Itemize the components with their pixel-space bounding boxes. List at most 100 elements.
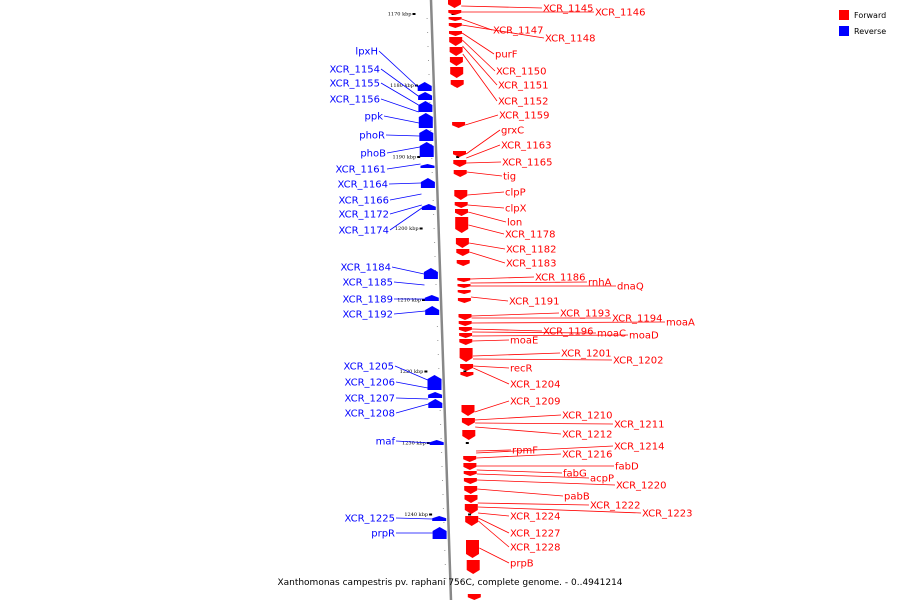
forward-leader-line (465, 129, 501, 155)
forward-gene-label: XCR_1201 (561, 349, 612, 360)
reverse-gene-arrow (418, 101, 433, 112)
forward-gene-arrow (459, 339, 473, 345)
forward-gene-label: clpP (505, 188, 526, 199)
forward-leader-line (476, 445, 614, 454)
forward-gene-label: XCR_1222 (590, 501, 641, 512)
reverse-leader-line (383, 115, 420, 124)
reverse-leader-line (393, 281, 425, 286)
forward-gene-arrow (449, 47, 463, 56)
forward-leader-line (478, 520, 510, 548)
reverse-gene-arrow (428, 392, 443, 398)
forward-gene-label: XCR_1216 (562, 450, 613, 461)
forward-leader-line (469, 242, 506, 250)
forward-gene-label: lon (507, 218, 522, 229)
forward-leader-line (472, 358, 613, 361)
backbone-dot (442, 494, 444, 495)
backbone-dot (435, 270, 436, 271)
forward-gene-arrow (455, 238, 469, 248)
reverse-gene-arrow (420, 178, 435, 188)
tick-mark-left (422, 299, 425, 301)
forward-gene-arrow (466, 540, 479, 558)
backbone-dot (434, 256, 436, 257)
forward-gene-label: XCR_1204 (510, 380, 561, 391)
forward-leader-line (477, 488, 564, 497)
reverse-leader-line (395, 381, 428, 389)
forward-leader-line (466, 171, 503, 177)
reverse-gene-label: XCR_1225 (344, 514, 395, 525)
reverse-leader-line (380, 82, 419, 106)
forward-gene-arrow (458, 314, 472, 320)
reverse-leader-line (388, 182, 422, 185)
forward-gene-arrow (449, 31, 462, 36)
forward-leader-line (475, 449, 512, 452)
legend-reverse-label: Reverse (854, 27, 886, 36)
backbone-dot (444, 550, 446, 551)
forward-gene-label: fabG (563, 469, 587, 480)
reverse-gene-label: lpxH (355, 47, 378, 58)
tick-label: 1180 kbp (390, 83, 414, 89)
forward-leader-line (475, 422, 614, 425)
forward-leader-line (477, 506, 642, 514)
forward-gene-label: purF (495, 50, 518, 61)
backbone-dot (440, 424, 442, 425)
reverse-leader-line (393, 310, 426, 315)
reverse-leader-line (380, 68, 419, 97)
reverse-gene-arrow (421, 204, 436, 210)
reverse-gene-label: XCR_1174 (338, 226, 389, 237)
tick-mark-left (429, 513, 433, 516)
forward-leader-line (476, 479, 616, 486)
reverse-gene-label: XCR_1208 (344, 409, 395, 420)
reverse-leader-line (389, 207, 423, 231)
forward-gene-arrow (450, 80, 464, 88)
reverse-leader-line (395, 403, 429, 414)
reverse-gene-label: XCR_1156 (329, 95, 380, 106)
forward-leader-line (478, 517, 510, 534)
forward-leader-line (477, 502, 590, 506)
forward-gene-label: XCR_1196 (543, 327, 594, 338)
reverse-gene-label: XCR_1164 (337, 180, 388, 191)
forward-gene-label: moaD (629, 331, 659, 342)
reverse-gene-arrow (420, 164, 435, 168)
backbone-dot (427, 32, 429, 33)
forward-gene-label: XCR_1148 (545, 34, 596, 45)
forward-gene-arrow (453, 160, 467, 167)
forward-gene-label: XCR_1194 (612, 314, 663, 325)
backbone-dot (435, 284, 437, 285)
forward-gene-label: XCR_1228 (510, 543, 561, 554)
reverse-leader-line (395, 397, 429, 400)
reverse-gene-label: XCR_1207 (344, 394, 395, 405)
backbone-dot (432, 200, 434, 201)
forward-gene-label: moaC (597, 329, 626, 340)
reverse-leader-line (395, 517, 433, 520)
forward-leader-line (467, 204, 505, 209)
backbone-line (429, 0, 453, 600)
forward-gene-label: XCR_1145 (543, 4, 594, 15)
tick-label: 1170 kbp (388, 12, 412, 18)
forward-leader-line (472, 334, 629, 337)
forward-leader-line (469, 251, 506, 264)
reverse-gene-arrow (418, 113, 433, 128)
reverse-gene-arrow (424, 295, 439, 301)
reverse-gene-label: XCR_1189 (342, 295, 393, 306)
reverse-leader-line (395, 440, 430, 444)
forward-leader-line (466, 144, 501, 159)
reverse-leader-line (386, 146, 420, 154)
forward-leader-line (465, 114, 499, 126)
forward-gene-arrow (450, 67, 464, 78)
forward-gene-label: XCR_1202 (613, 356, 664, 367)
backbone-dot (429, 102, 431, 103)
reverse-gene-label: XCR_1172 (338, 210, 389, 221)
forward-gene-label: pabB (564, 492, 590, 503)
reverse-leader-line (385, 134, 420, 137)
reverse-leader-line (394, 365, 428, 381)
forward-gene-arrow (457, 298, 471, 303)
forward-gene-arrow (448, 23, 462, 28)
backbone-dot (439, 410, 441, 411)
forward-gene-arrow (456, 249, 470, 256)
forward-gene-arrow (455, 217, 469, 233)
forward-leader-line (470, 281, 588, 284)
reverse-gene-arrow (417, 82, 432, 91)
forward-gene-arrow (459, 333, 473, 338)
reverse-gene-arrow (432, 516, 447, 521)
forward-leader-line (476, 469, 563, 474)
